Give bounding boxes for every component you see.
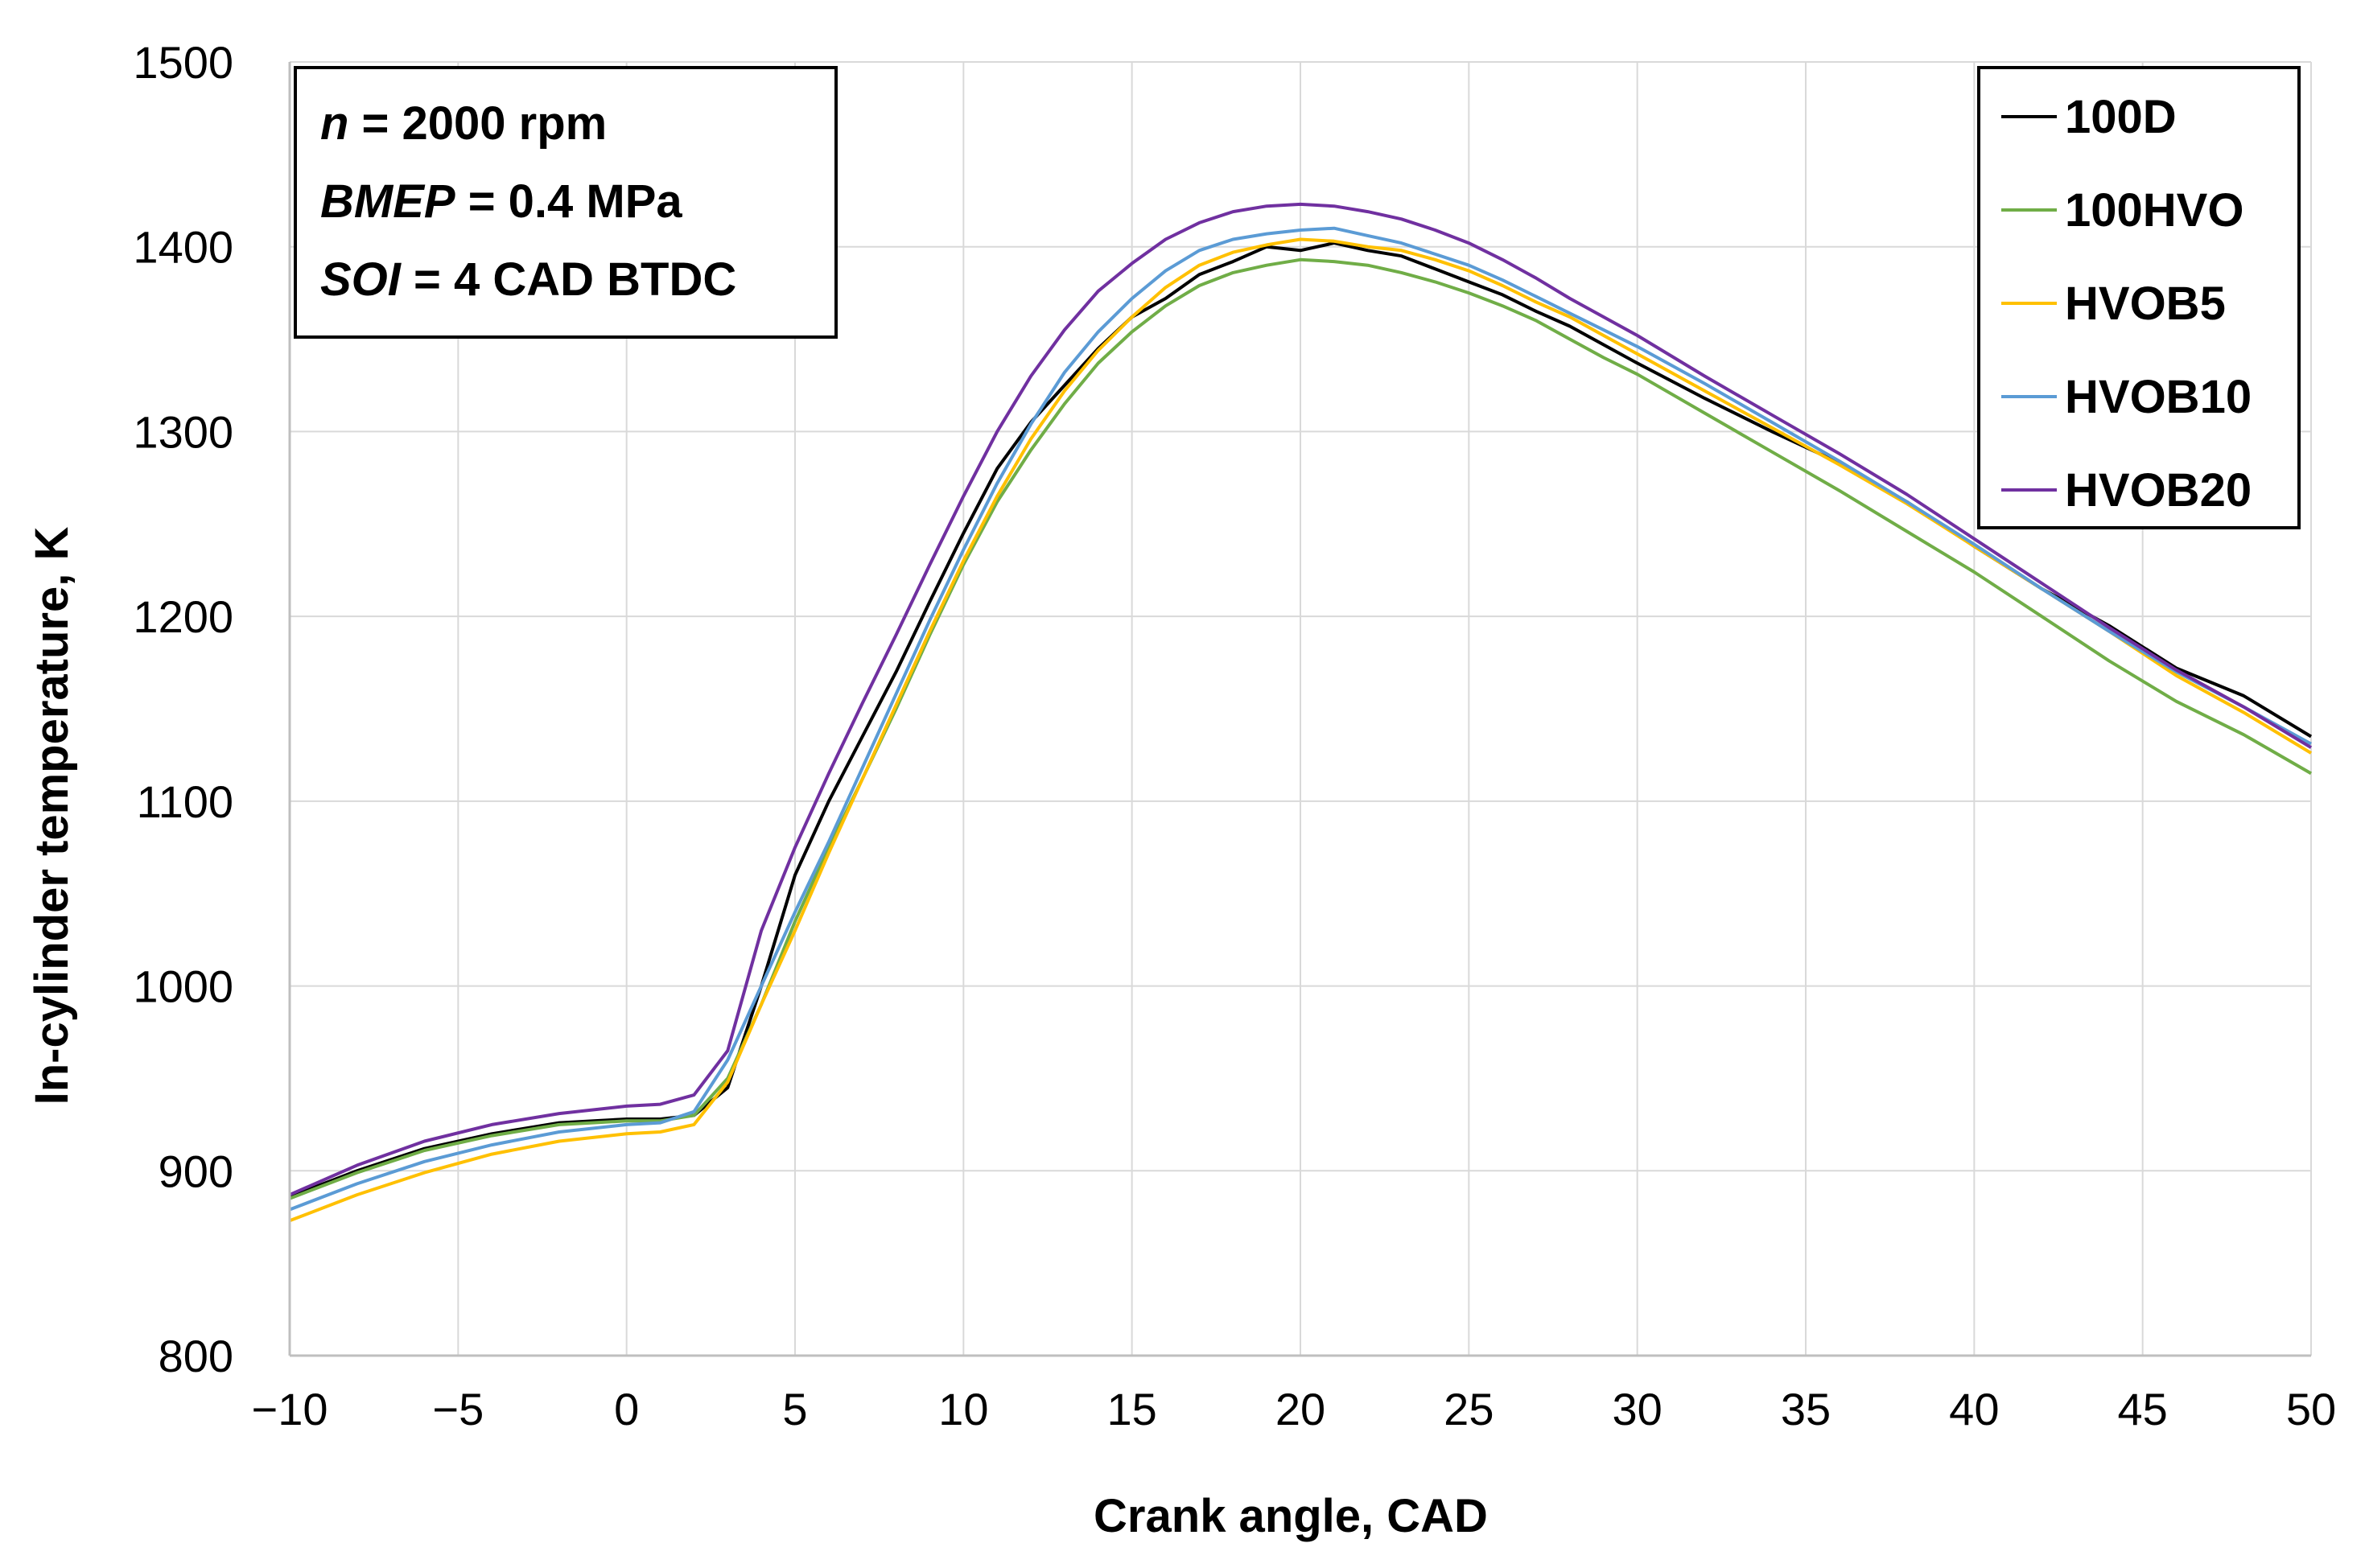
series-line-hvob5	[289, 237, 2313, 1223]
tick-labels: −10 −5 0 5 10 15 20 25 30 35 40 45 50 800 900 1000 1100 1…	[133, 37, 2336, 1434]
y-tick-label: 1400	[133, 222, 233, 273]
x-tick-label: 0	[614, 1384, 639, 1434]
annotation-bmep-var: BMEP	[320, 175, 455, 228]
x-axis-title: Crank angle, CAD	[1094, 1490, 1488, 1542]
y-tick-label: 1000	[133, 961, 233, 1012]
x-tick-label: 30	[1613, 1384, 1663, 1434]
annotation-bmep: BMEP = 0.4 MPa	[320, 175, 682, 228]
series-lines	[289, 202, 2313, 1223]
legend-label-hvob20: HVOB20	[2065, 464, 2252, 516]
annotation-speed-value: = 2000 rpm	[348, 97, 607, 150]
y-tick-label: 1300	[133, 406, 233, 457]
y-tick-label: 900	[159, 1146, 233, 1196]
y-tick-label: 800	[159, 1331, 233, 1381]
legend-label-hvob5: HVOB5	[2065, 278, 2226, 330]
annotation-speed-var: n	[320, 97, 348, 150]
annotation-speed: n = 2000 rpm	[320, 97, 607, 150]
y-tick-label: 1500	[133, 37, 233, 88]
annotation-box	[294, 66, 838, 339]
annotation-soi: SOI = 4 CAD BTDC	[320, 253, 736, 306]
legend: 100D 100HVO HVOB5 HVOB10 HVOB20	[1977, 66, 2301, 529]
legend-label-hvob10: HVOB10	[2065, 371, 2252, 423]
legend-label-100hvo: 100HVO	[2065, 184, 2243, 237]
x-tick-label: −10	[252, 1384, 328, 1434]
conditions-annotation: n = 2000 rpm BMEP = 0.4 MPa SOI = 4 CAD …	[294, 66, 838, 339]
x-tick-label: 25	[1444, 1384, 1494, 1434]
x-tick-label: 40	[1949, 1384, 1999, 1434]
annotation-soi-var: SOI	[320, 253, 402, 306]
y-tick-label: 1200	[133, 591, 233, 642]
y-tick-label: 1100	[137, 776, 233, 827]
x-tick-label: 15	[1107, 1384, 1157, 1434]
x-tick-label: −5	[432, 1384, 484, 1434]
x-tick-label: 35	[1781, 1384, 1831, 1434]
y-axis-title: In-cylinder temperature, K	[26, 527, 78, 1105]
annotation-soi-value: = 4 CAD BTDC	[401, 253, 736, 306]
x-tick-label: 20	[1275, 1384, 1325, 1434]
axes	[288, 62, 2311, 1357]
x-tick-label: 5	[782, 1384, 807, 1434]
x-tick-label: 50	[2286, 1384, 2336, 1434]
series-line-hvob20	[289, 202, 2313, 1196]
series-line-100hvo	[289, 257, 2312, 1200]
x-tick-label: 45	[2118, 1384, 2168, 1434]
series-line-hvob10	[289, 226, 2312, 1212]
x-tick-label: 10	[938, 1384, 988, 1434]
legend-box	[1977, 66, 2301, 529]
legend-label-100d: 100D	[2065, 91, 2177, 143]
annotation-bmep-value: = 0.4 MPa	[455, 175, 683, 228]
